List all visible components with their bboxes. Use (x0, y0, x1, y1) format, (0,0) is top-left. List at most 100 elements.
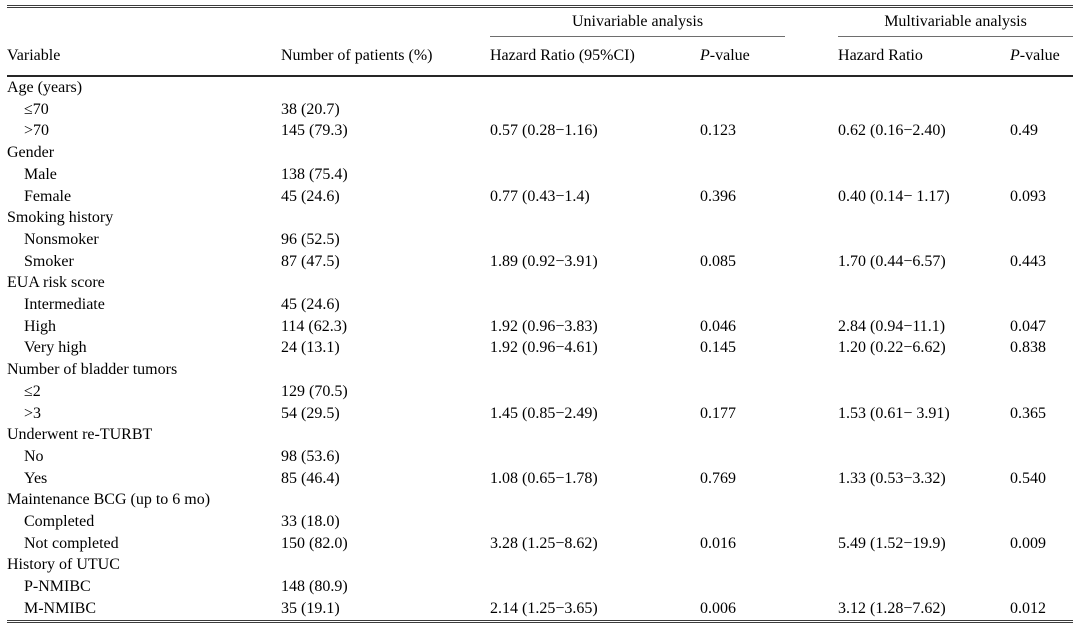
cell-spacer (785, 446, 838, 468)
cell-multi-hazard-ratio (838, 359, 1010, 381)
cell-uni-p-value (700, 511, 785, 533)
cell-uni-hazard-ratio (490, 207, 700, 229)
cell-uni-hazard-ratio (490, 76, 700, 99)
cell-uni-p-value (700, 489, 785, 511)
univariable-group-header: Univariable analysis (490, 6, 786, 37)
cell-variable: Maintenance BCG (up to 6 mo) (7, 491, 211, 509)
cell-multi-hazard-ratio: 1.33 (0.53−3.32) (838, 469, 946, 487)
cell-multi-p-value (1010, 294, 1073, 316)
cell-spacer (785, 468, 838, 490)
cell-variable: P-NMIBC (24, 578, 91, 596)
cell-uni-p-value (700, 142, 785, 164)
cell-multi-hazard-ratio: 1.70 (0.44−6.57) (838, 252, 946, 270)
column-header-variable: Variable (7, 36, 281, 77)
table-row: ≤70 38 (20.7) (7, 99, 1073, 121)
cell-spacer (785, 359, 838, 381)
cell-uni-hazard-ratio: 1.45 (0.85−2.49) (490, 404, 598, 422)
cell-variable: History of UTUC (7, 556, 120, 574)
column-header-patients: Number of patients (%) (281, 36, 490, 77)
cell-multi-p-value (1010, 489, 1073, 511)
table-row: Nonsmoker 96 (52.5) (7, 229, 1073, 251)
cell-multi-hazard-ratio (838, 207, 1010, 229)
cell-multi-p-value (1010, 272, 1073, 294)
cell-uni-hazard-ratio (490, 294, 700, 316)
cell-patients: 45 (24.6) (281, 296, 340, 314)
cell-uni-p-value (700, 446, 785, 468)
table-row: Yes 85 (46.4) 1.08 (0.65−1.78) 0.769 1.33 (0… (7, 468, 1073, 490)
column-header-spacer (785, 36, 839, 77)
cell-multi-p-value (1010, 229, 1073, 251)
cell-patients (281, 76, 490, 99)
cell-spacer (785, 272, 838, 294)
cell-patients (281, 424, 490, 446)
cell-variable: ≤70 (24, 100, 49, 118)
cell-uni-hazard-ratio: 0.77 (0.43−1.4) (490, 187, 590, 205)
cell-spacer (785, 381, 838, 403)
cell-spacer (785, 403, 838, 425)
cell-multi-p-value (1010, 76, 1073, 99)
cell-patients: 150 (82.0) (281, 534, 348, 552)
cell-uni-p-value (700, 76, 785, 99)
cell-uni-hazard-ratio (490, 489, 700, 511)
cell-multi-hazard-ratio (838, 446, 1010, 468)
cell-uni-p-value (700, 99, 785, 121)
table-row: Smoker 87 (47.5) 1.89 (0.92−3.91) 0.085 1.70… (7, 251, 1073, 273)
cell-variable: Underwent re-TURBT (7, 426, 153, 444)
cell-multi-p-value: 0.540 (1010, 469, 1047, 487)
cell-patients: 114 (62.3) (281, 317, 348, 335)
cell-multi-p-value (1010, 424, 1073, 446)
cell-patients: 138 (75.4) (281, 165, 348, 183)
cell-patients (281, 207, 490, 229)
cell-patients: 38 (20.7) (281, 100, 340, 118)
cell-multi-p-value (1010, 446, 1073, 468)
cell-variable: Number of bladder tumors (7, 361, 178, 379)
cell-multi-hazard-ratio (838, 554, 1010, 576)
column-header-uni-p-value: P-value (700, 36, 786, 77)
table-row: P-NMIBC 148 (80.9) (7, 576, 1073, 598)
cell-spacer (785, 251, 838, 273)
cell-spacer (785, 229, 838, 251)
cell-multi-hazard-ratio (838, 142, 1010, 164)
table-row: Female 45 (24.6) 0.77 (0.43−1.4) 0.396 0.40 … (7, 186, 1073, 208)
table-row: Very high 24 (13.1) 1.92 (0.96−4.61) 0.145 1… (7, 337, 1073, 359)
group-row: EUA risk score (7, 272, 1073, 294)
cell-uni-hazard-ratio: 1.92 (0.96−3.83) (490, 317, 598, 335)
cell-variable: Age (years) (7, 79, 83, 96)
cell-multi-p-value (1010, 207, 1073, 229)
group-row: Age (years) (7, 76, 1073, 99)
cell-variable: Yes (24, 469, 48, 487)
column-header-row: Variable Number of patients (%) Hazard R… (7, 36, 1074, 77)
cell-spacer (785, 99, 838, 121)
cell-uni-p-value: 0.123 (700, 122, 736, 140)
cell-variable: Nonsmoker (24, 230, 99, 248)
cell-multi-hazard-ratio: 0.40 (0.14− 1.17) (838, 187, 950, 205)
cell-multi-hazard-ratio: 0.62 (0.16−2.40) (838, 122, 946, 140)
cell-spacer (785, 576, 838, 598)
group-header-spacer (785, 7, 838, 37)
cell-multi-p-value (1010, 99, 1073, 121)
cell-variable: M-NMIBC (24, 599, 97, 617)
cell-uni-hazard-ratio (490, 272, 700, 294)
table-row: No 98 (53.6) (7, 446, 1073, 468)
multivariable-group-header: Multivariable analysis (838, 6, 1074, 37)
table-row: ≤2 129 (70.5) (7, 381, 1073, 403)
cell-variable: Gender (7, 144, 55, 162)
cell-multi-p-value: 0.838 (1010, 339, 1047, 357)
group-row: Number of bladder tumors (7, 359, 1073, 381)
cell-uni-p-value: 0.769 (700, 469, 736, 487)
cell-multi-p-value (1010, 381, 1073, 403)
group-row: History of UTUC (7, 554, 1073, 576)
cell-multi-p-value: 0.093 (1010, 187, 1047, 205)
cell-uni-p-value (700, 272, 785, 294)
cell-multi-p-value (1010, 164, 1073, 186)
cell-multi-p-value: 0.49 (1010, 122, 1039, 140)
cell-multi-hazard-ratio (838, 76, 1010, 99)
cell-multi-hazard-ratio: 2.84 (0.94−11.1) (838, 317, 946, 335)
p-value-rest: -value (709, 47, 750, 64)
column-header-uni-hazard-ratio: Hazard Ratio (95%CI) (490, 36, 700, 77)
cell-patients (281, 554, 490, 576)
cell-uni-hazard-ratio (490, 164, 700, 186)
cell-multi-p-value (1010, 142, 1073, 164)
cell-multi-hazard-ratio (838, 381, 1010, 403)
